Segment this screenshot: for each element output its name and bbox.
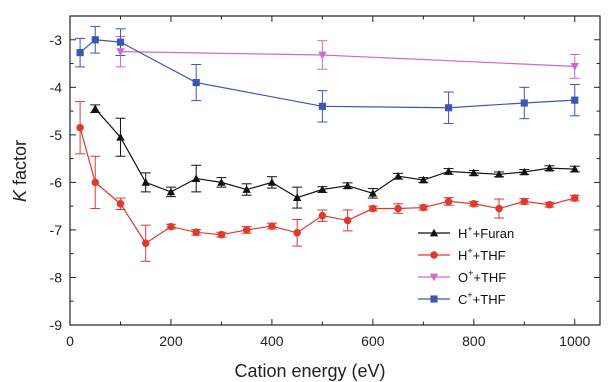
y-tick-label: -4 — [50, 79, 63, 95]
data-point — [116, 199, 125, 208]
legend-marker — [429, 228, 439, 237]
x-axis-label: Cation energy (eV) — [234, 361, 385, 381]
y-tick-label: -7 — [50, 222, 63, 238]
data-point — [444, 167, 453, 175]
data-point — [368, 189, 378, 197]
data-point — [217, 230, 226, 239]
data-point — [318, 211, 327, 220]
data-point — [91, 104, 100, 113]
legend-entry-base: C — [458, 292, 467, 307]
legend-entry-sup: + — [467, 290, 472, 300]
legend-entry-rest: +THF — [473, 270, 506, 285]
data-point — [394, 204, 402, 213]
data-point — [419, 203, 428, 212]
x-tick-label: 400 — [260, 333, 284, 349]
data-point — [293, 228, 301, 237]
data-point — [76, 49, 84, 57]
data-point — [268, 222, 276, 230]
data-point — [343, 216, 352, 225]
y-tick-label: -6 — [50, 174, 63, 190]
legend-marker — [429, 273, 439, 282]
x-tick-label: 200 — [159, 333, 183, 349]
y-axis-label-rest: factor — [10, 140, 30, 190]
data-point — [318, 185, 327, 193]
data-point — [242, 185, 251, 193]
y-tick-label: -3 — [50, 32, 63, 48]
data-point — [444, 197, 453, 206]
data-point — [267, 178, 277, 186]
data-point — [116, 133, 125, 141]
legend-entry-base: O — [458, 270, 468, 285]
x-tick-label: 800 — [462, 333, 486, 349]
data-point — [520, 197, 529, 206]
legend-entry-rest: +THF — [473, 248, 506, 263]
data-point — [570, 164, 579, 173]
data-point — [318, 102, 326, 110]
legend-entry-base: H — [458, 226, 467, 241]
legend-marker — [430, 295, 438, 303]
axis-ticks: 0 200 400 600 800 1000 -9 -8 -7 -6 -5 -4 -3 — [50, 15, 600, 349]
legend-entry-sup: + — [467, 246, 472, 256]
data-point — [419, 175, 428, 184]
data-point — [571, 96, 579, 104]
data-point — [116, 48, 125, 56]
data-point — [166, 187, 176, 196]
legend-entry-label: H++Furan — [458, 224, 514, 241]
series-line-2 — [120, 51, 575, 67]
data-point — [76, 123, 84, 132]
data-point — [141, 239, 150, 248]
data-point — [520, 99, 528, 107]
x-tick-label: 0 — [66, 333, 74, 349]
legend-entry-sup: + — [467, 224, 472, 234]
data-point — [292, 193, 302, 201]
plot-area-frame — [69, 15, 601, 326]
data-point — [192, 78, 200, 87]
legend-entry-rest: +Furan — [473, 226, 515, 241]
data-point — [545, 200, 554, 209]
data-point — [445, 104, 453, 112]
data-point — [318, 51, 327, 60]
data-point — [470, 199, 478, 208]
data-point — [141, 178, 150, 186]
legend-entry-sup: + — [468, 268, 473, 278]
data-point — [469, 168, 479, 177]
y-tick-label: -9 — [50, 317, 63, 333]
y-tick-label: -8 — [50, 269, 63, 285]
series-markers — [76, 36, 579, 248]
data-point — [91, 36, 99, 44]
data-point — [192, 228, 200, 237]
data-point — [242, 226, 251, 234]
legend-entry-rest: +THF — [473, 292, 506, 307]
y-axis-label-italic: K — [10, 189, 30, 202]
data-point — [217, 178, 226, 186]
plot-frame — [69, 15, 601, 326]
data-point — [116, 38, 125, 46]
legend-entry-label: O++THF — [458, 268, 506, 285]
x-tick-label: 1000 — [559, 333, 590, 349]
series-line-0 — [94, 108, 575, 199]
data-point — [570, 63, 579, 71]
data-point — [91, 178, 100, 187]
data-point — [191, 174, 201, 182]
data-point — [494, 170, 504, 178]
legend-marker — [430, 251, 438, 259]
legend-entry-label: H++THF — [458, 246, 506, 263]
data-point — [369, 204, 377, 213]
x-tick-label: 600 — [361, 333, 385, 349]
data-point — [520, 167, 529, 176]
data-point — [167, 222, 175, 231]
series-lines — [79, 39, 575, 245]
y-axis-label: K factor — [10, 140, 30, 202]
series-line-3 — [79, 39, 575, 109]
data-point — [545, 163, 554, 172]
data-point — [393, 172, 403, 180]
y-tick-label: -5 — [50, 127, 63, 143]
data-point — [495, 204, 503, 213]
legend-entry-base: H — [458, 248, 467, 263]
data-point — [343, 181, 352, 190]
data-point — [570, 194, 579, 202]
legend-entry-label: C++THF — [458, 290, 506, 307]
